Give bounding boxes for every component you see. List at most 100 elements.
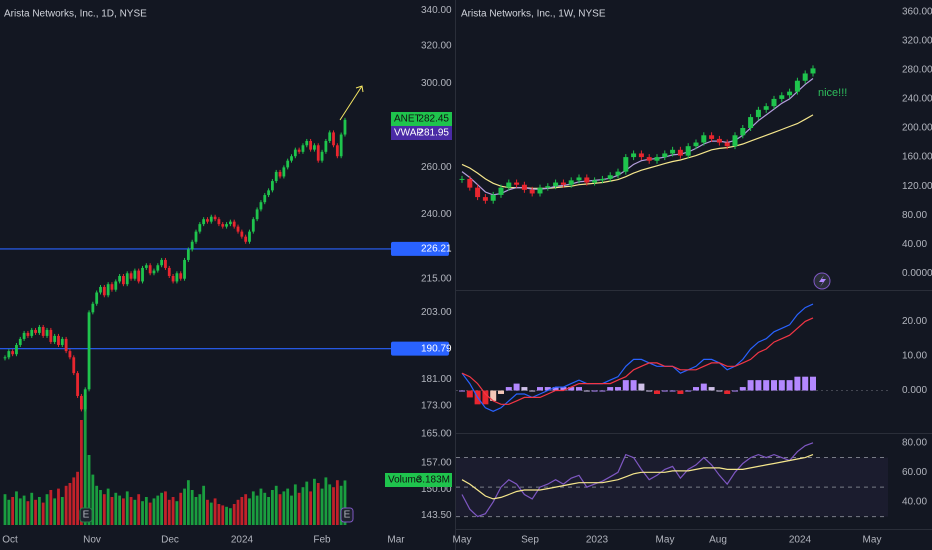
earnings-badge[interactable] [79, 507, 93, 523]
histogram-bar [677, 390, 684, 394]
volume-tag-name: Volume [388, 475, 422, 486]
candle [95, 292, 99, 304]
histogram-bar [591, 390, 598, 392]
candle [313, 145, 316, 150]
volume-bar [290, 495, 293, 525]
candle [156, 265, 160, 271]
y-tick-label: 181.00 [421, 374, 452, 385]
candle [49, 329, 53, 342]
candle [320, 151, 324, 161]
volume-bar [80, 420, 83, 525]
candle [316, 145, 320, 161]
x-tick-label: May [453, 535, 472, 546]
candle [186, 249, 190, 260]
volume-bar [11, 497, 15, 525]
candle [206, 219, 209, 222]
volume-bar [297, 492, 301, 525]
candle [810, 68, 816, 74]
candle [175, 273, 179, 282]
y-tick-label: 40.00 [902, 497, 927, 508]
histogram-bar [513, 383, 520, 391]
candle [271, 181, 274, 191]
volume-bar [137, 494, 141, 525]
candle [236, 226, 240, 232]
x-tick-label: Oct [2, 535, 18, 546]
candle [615, 171, 621, 176]
x-tick-label: 2024 [231, 535, 254, 546]
volume-bar [118, 495, 121, 525]
earnings-badge[interactable] [340, 507, 354, 523]
volume-bar [221, 505, 225, 525]
candle [623, 157, 629, 172]
histogram-bar [529, 390, 536, 392]
histogram-bar [505, 387, 512, 391]
level-tag-label: 190.79 [421, 343, 452, 354]
candle [7, 351, 11, 358]
volume-bar [160, 492, 164, 525]
volume-bar [286, 488, 290, 525]
histogram-bar [607, 387, 614, 391]
candle [498, 187, 504, 195]
level-tag-label: 226.21 [421, 244, 452, 255]
volume-bar [167, 499, 171, 525]
y-tick-label: 340.00 [421, 5, 452, 16]
candle [631, 153, 637, 158]
candle [76, 373, 79, 396]
candle [771, 98, 777, 107]
histogram-bar [583, 390, 590, 392]
candle [26, 332, 30, 336]
candle [293, 149, 297, 157]
candle [152, 270, 156, 274]
candle [37, 326, 41, 333]
volume-bar [251, 491, 255, 525]
candle [568, 180, 574, 185]
candle [553, 182, 559, 187]
candle [144, 265, 148, 268]
candle [301, 145, 305, 152]
y-tick-label: 260.00 [421, 162, 452, 173]
candle [584, 177, 590, 183]
candle [267, 190, 270, 196]
volume-bar [228, 508, 232, 525]
y-tick-label: 200.00 [902, 123, 932, 134]
candle [662, 153, 668, 158]
candle [529, 189, 535, 194]
histogram-bar [747, 380, 754, 391]
candle [171, 275, 175, 282]
candle [794, 80, 800, 92]
candle [110, 284, 114, 290]
volume-bar [30, 492, 34, 525]
candle [335, 145, 339, 157]
volume-bar [144, 497, 148, 525]
chart-title: Arista Networks, Inc., 1W, NYSE [461, 9, 606, 20]
volume-bar [332, 487, 335, 525]
candle [240, 231, 244, 237]
histogram-bar [498, 390, 504, 394]
volume-bar [293, 484, 297, 525]
volume-bar [198, 494, 202, 525]
histogram-bar [732, 390, 738, 392]
candle [179, 273, 183, 279]
volume-bar [206, 499, 209, 525]
candle [324, 140, 328, 152]
histogram-bar [654, 390, 660, 394]
y-tick-label: 10.00 [902, 351, 927, 362]
volume-bar [213, 498, 217, 525]
histogram-bar [763, 380, 770, 391]
price-tag-name: ANET [394, 114, 421, 125]
volume-bar [125, 491, 129, 525]
histogram-bar [466, 390, 473, 398]
rsi-line [461, 442, 814, 518]
y-tick-label: 80.00 [902, 210, 927, 221]
annotation: nice!!! [818, 87, 847, 99]
candle [475, 187, 481, 198]
chart-title: Arista Networks, Inc., 1D, NYSE [4, 9, 147, 20]
candle [506, 182, 512, 188]
candle [45, 329, 49, 336]
volume-bar [179, 492, 183, 525]
volume-bar [171, 497, 175, 525]
histogram-bar [459, 390, 465, 392]
alert-bolt [819, 275, 826, 287]
candle [87, 312, 91, 390]
